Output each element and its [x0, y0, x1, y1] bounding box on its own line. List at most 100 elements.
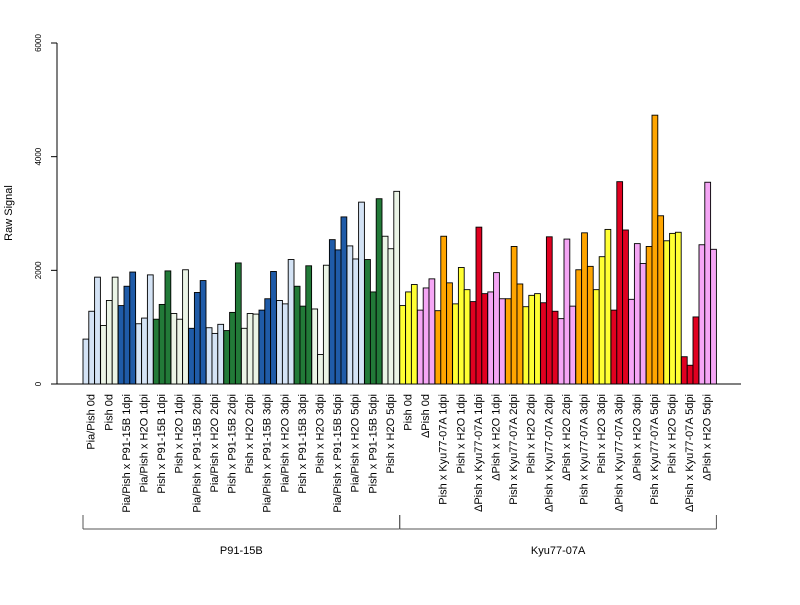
x-tick-label: Pia/Pish x P91-15B 2dpi — [191, 394, 203, 513]
bar — [299, 305, 307, 385]
y-tick-label: 2000 — [34, 261, 43, 279]
bar — [387, 248, 395, 385]
bar — [199, 280, 207, 385]
bar — [604, 228, 612, 385]
bar — [205, 327, 213, 385]
bar — [88, 310, 96, 385]
bar — [469, 301, 477, 385]
bar — [405, 291, 412, 385]
bar — [475, 226, 483, 385]
bar — [598, 256, 606, 385]
bar — [328, 239, 336, 385]
bar — [223, 330, 231, 385]
bar — [680, 356, 688, 385]
bar — [522, 306, 530, 385]
bar — [352, 258, 360, 385]
x-tick-label: ΔPish x H2O 1dpi — [491, 394, 503, 481]
bar — [516, 283, 524, 385]
bar — [105, 300, 113, 385]
x-tick-label: ΔPish x Kyu77-07A 3dpi — [614, 394, 626, 512]
x-tick-label: Pish x Kyu77-07A 5dpi — [649, 394, 661, 505]
bar — [375, 198, 383, 385]
bar — [117, 305, 125, 385]
x-tick-label: Pia/Pish x H2O 3dpi — [279, 394, 291, 492]
bar — [217, 323, 225, 385]
bar — [229, 311, 236, 385]
x-tick-label: Pish x Kyu77-07A 3dpi — [579, 394, 591, 505]
bar — [193, 292, 201, 385]
x-tick-label: Pish x P91-15B 2dpi — [227, 394, 239, 494]
bar — [540, 302, 547, 385]
bar — [534, 293, 541, 385]
x-tick-label: Pish x H2O 5dpi — [667, 394, 679, 473]
x-tick-label: Pia/Pish x H2O 1dpi — [139, 394, 151, 492]
bar — [686, 364, 694, 385]
bar — [240, 327, 248, 385]
x-tick-label: Pia/Pish x P91-15B 1dpi — [121, 394, 133, 513]
bars — [57, 114, 741, 385]
x-tick-label: Pish x H2O 1dpi — [455, 394, 467, 473]
bar — [252, 313, 260, 385]
bar — [563, 238, 571, 385]
bar — [176, 318, 184, 385]
x-tick-label: ΔPish x H2O 5dpi — [702, 394, 714, 481]
bar — [663, 240, 671, 385]
bar — [622, 229, 629, 385]
bar — [704, 181, 712, 385]
bar — [129, 271, 137, 385]
x-tick-label: Pia/Pish x H2O 2dpi — [209, 394, 221, 492]
x-tick-label: ΔPish 0d — [420, 394, 432, 438]
bar — [633, 243, 641, 385]
y-tick-label: 6000 — [34, 34, 43, 52]
bar — [557, 318, 565, 385]
bar — [545, 236, 553, 385]
bar — [510, 246, 518, 385]
group-brackets: P91-15B Kyu77-07A — [82, 515, 717, 557]
bar — [258, 309, 266, 385]
bar — [487, 291, 495, 385]
bar — [698, 244, 706, 385]
bar — [569, 305, 577, 385]
x-tick-label: ΔPish x Kyu77-07A 1dpi — [473, 394, 485, 512]
bar — [164, 270, 172, 385]
bar — [628, 298, 635, 385]
x-tick-label: Pish x Kyu77-07A 1dpi — [438, 394, 450, 505]
bar — [651, 114, 659, 385]
bar — [369, 291, 377, 385]
bar — [710, 248, 717, 385]
x-tick-label: ΔPish x Kyu77-07A 2dpi — [543, 394, 555, 512]
x-tick-label: Pish 0d — [403, 394, 415, 431]
bar — [170, 313, 178, 385]
bar — [322, 264, 330, 385]
bar — [287, 259, 295, 385]
bar — [498, 298, 506, 385]
bar — [616, 181, 624, 385]
x-tick-label: Pish x P91-15B 5dpi — [367, 394, 379, 494]
bar — [581, 232, 588, 385]
bar — [457, 267, 465, 385]
bar — [551, 310, 559, 385]
bar — [146, 274, 154, 385]
bar — [410, 284, 418, 385]
x-tick-label: Pish x H2O 2dpi — [244, 394, 256, 473]
bar — [452, 303, 459, 385]
bar — [141, 317, 148, 385]
y-axis: 0 2000 4000 6000 — [34, 34, 58, 386]
bar — [669, 232, 676, 385]
bar — [463, 289, 471, 385]
group-label: Kyu77-07A — [531, 545, 586, 557]
bar — [586, 265, 594, 385]
bar — [610, 309, 618, 385]
bar — [639, 263, 647, 385]
x-tick-label: Pia/Pish x P91-15B 3dpi — [262, 394, 274, 513]
bar — [674, 231, 682, 385]
bar — [182, 269, 189, 385]
x-tick-label: Pish x H2O 2dpi — [526, 394, 538, 473]
bar — [281, 303, 289, 385]
bar — [416, 309, 424, 385]
x-tick-label: Pish x H2O 3dpi — [596, 394, 608, 473]
bar — [346, 245, 354, 385]
y-tick-label: 4000 — [34, 147, 43, 165]
